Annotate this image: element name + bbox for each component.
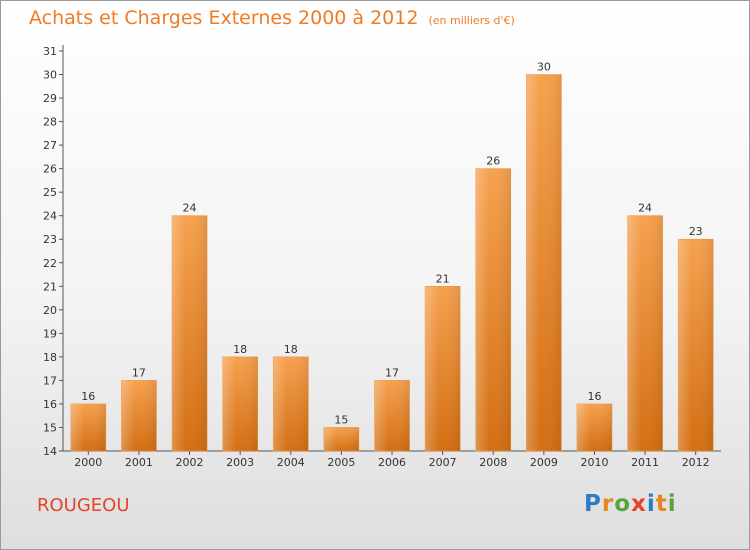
commune-name: ROUGEOU — [37, 495, 130, 516]
bar-shine-2009 — [526, 74, 562, 451]
logo-letter: x — [631, 491, 647, 517]
x-tick-label: 2001 — [125, 456, 153, 469]
y-tick-label: 29 — [43, 92, 57, 105]
x-tick-label: 2002 — [176, 456, 204, 469]
bar-shine-2010 — [576, 403, 612, 451]
x-tick-label: 2011 — [631, 456, 659, 469]
logo-letter: o — [614, 491, 632, 517]
y-tick-label: 19 — [43, 327, 57, 340]
chart-data-labels: 16 17 24 18 18 15 17 21 26 30 16 24 23 — [81, 61, 702, 427]
bar-shine-2006 — [374, 380, 410, 451]
data-label: 23 — [689, 225, 703, 238]
y-tick-label: 25 — [43, 186, 57, 199]
data-label: 21 — [436, 272, 450, 285]
data-label: 16 — [81, 390, 95, 403]
y-tick-label: 22 — [43, 257, 57, 270]
title-text: Achats et Charges Externes 2000 à 2012 — [29, 7, 419, 29]
data-label: 24 — [638, 202, 652, 215]
bar-shine-2011 — [627, 215, 663, 451]
y-tick-label: 26 — [43, 163, 57, 176]
x-tick-label: 2004 — [277, 456, 305, 469]
data-label: 16 — [587, 390, 601, 403]
y-tick-label: 14 — [43, 445, 57, 458]
x-tick-label: 2012 — [682, 456, 710, 469]
data-label: 30 — [537, 61, 551, 74]
bar-shine-2005 — [323, 427, 359, 451]
logo-letter: i — [646, 491, 656, 517]
y-tick-label: 15 — [43, 421, 57, 434]
data-label: 15 — [334, 413, 348, 426]
data-label: 24 — [183, 202, 197, 215]
bar-shine-2012 — [678, 239, 714, 451]
chart-title: Achats et Charges Externes 2000 à 2012 (e… — [29, 7, 515, 29]
x-tick-label: 2006 — [378, 456, 406, 469]
y-tick-label: 18 — [43, 351, 57, 364]
x-tick-label: 2008 — [479, 456, 507, 469]
y-tick-label: 28 — [43, 116, 57, 129]
y-tick-label: 30 — [43, 69, 57, 82]
x-tick-label: 2003 — [226, 456, 254, 469]
bar-shine-2004 — [273, 356, 309, 451]
logo-letter: i — [667, 491, 677, 517]
data-label: 17 — [132, 366, 146, 379]
x-tick-label: 2010 — [580, 456, 608, 469]
y-tick-label: 16 — [43, 398, 57, 411]
y-tick-label: 21 — [43, 280, 57, 293]
bar-shine-2002 — [172, 215, 208, 451]
bar-shine-2007 — [425, 286, 461, 451]
x-tick-label: 2007 — [429, 456, 457, 469]
logo-letter: t — [655, 491, 668, 517]
subtitle-text: (en milliers d'€) — [428, 14, 515, 27]
proxiti-logo[interactable]: Proxiti — [584, 491, 677, 517]
bar-shine-2000 — [70, 403, 106, 451]
chart-bars — [70, 74, 714, 452]
x-tick-label: 2009 — [530, 456, 558, 469]
data-label: 18 — [233, 343, 247, 356]
logo-letter: P — [584, 491, 602, 517]
y-tick-label: 27 — [43, 139, 57, 152]
bar-shine-2003 — [222, 356, 258, 451]
data-label: 17 — [385, 366, 399, 379]
y-tick-label: 31 — [43, 45, 57, 58]
logo-letter: r — [601, 491, 615, 517]
data-label: 26 — [486, 155, 500, 168]
y-tick-label: 23 — [43, 233, 57, 246]
y-tick-label: 20 — [43, 304, 57, 317]
x-tick-label: 2005 — [327, 456, 355, 469]
bar-shine-2008 — [475, 168, 511, 451]
bar-shine-2001 — [121, 380, 157, 451]
y-tick-label: 17 — [43, 374, 57, 387]
y-tick-label: 24 — [43, 210, 57, 223]
x-tick-label: 2000 — [74, 456, 102, 469]
data-label: 18 — [284, 343, 298, 356]
